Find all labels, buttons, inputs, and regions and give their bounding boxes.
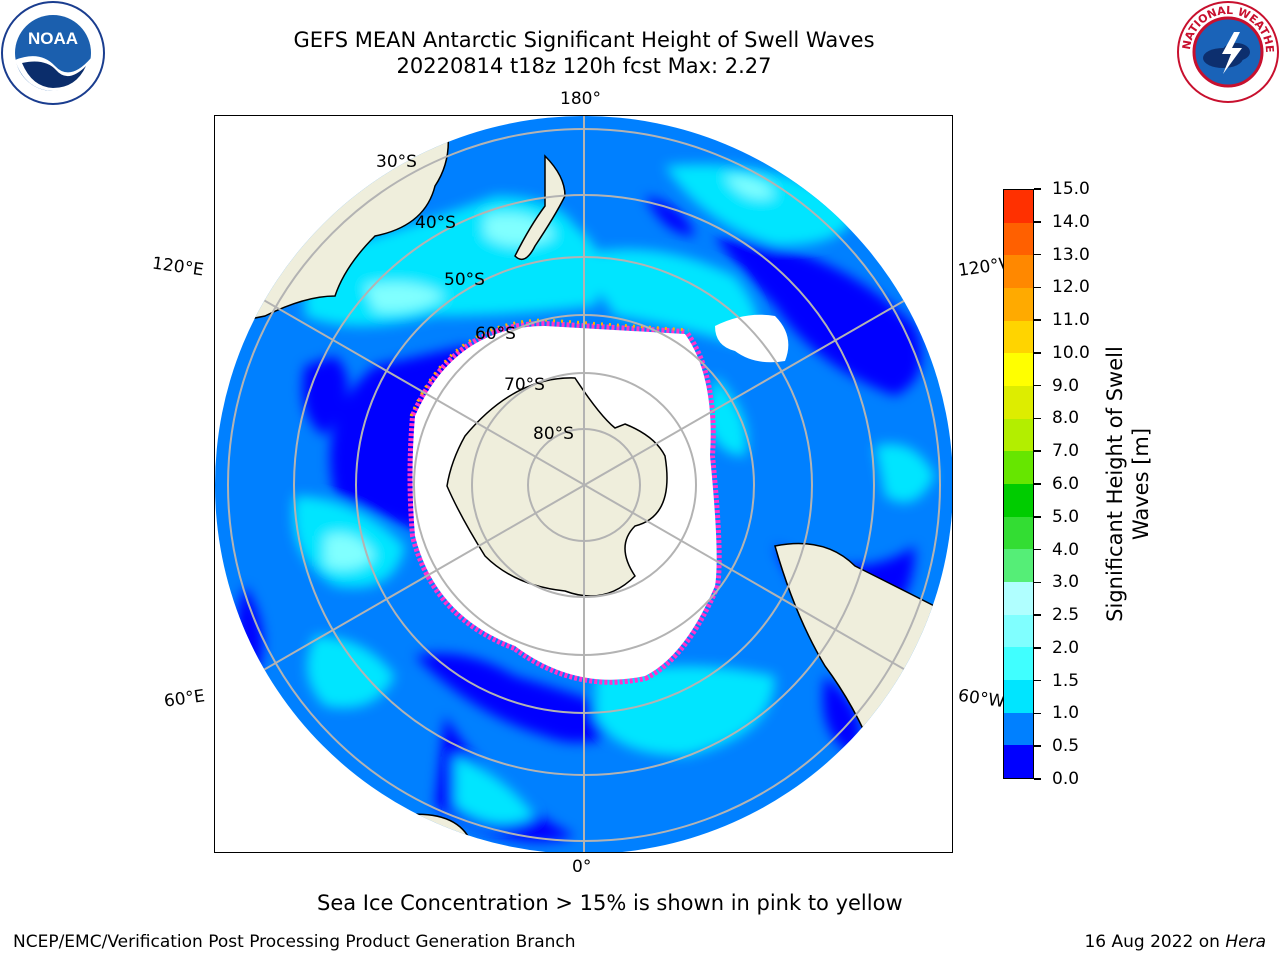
colorbar-tick-label: 2.5 <box>1052 605 1080 626</box>
colorbar-tick <box>1034 679 1041 682</box>
colorbar-tick-label: 8.0 <box>1052 408 1080 429</box>
lat-label-50s: 50°S <box>444 270 485 290</box>
colorbar-tick-label: 1.5 <box>1052 670 1080 691</box>
graticule <box>215 116 952 852</box>
colorbar-tick <box>1034 614 1041 616</box>
cyan-area <box>875 444 935 503</box>
colorbar-tick <box>1034 352 1041 354</box>
colorbar-tick-label: 0.5 <box>1052 736 1080 757</box>
lat-label-60s: 60°S <box>475 324 516 344</box>
lon-label-120e: 120°E <box>150 253 205 281</box>
lon-label-0: 0° <box>572 857 592 877</box>
colorbar-tick-label: 14.0 <box>1052 211 1090 232</box>
colorbar-tick-label: 7.0 <box>1052 441 1080 462</box>
colorbar-tick <box>1034 516 1041 518</box>
colorbar-segment <box>1004 255 1033 288</box>
lat-label-70s: 70°S <box>504 375 545 395</box>
colorbar-tick <box>1034 450 1041 452</box>
colorbar-tick <box>1034 548 1041 551</box>
footer-date-text: 16 Aug 2022 on <box>1084 932 1226 952</box>
colorbar-tick <box>1034 221 1041 223</box>
colorbar-tick-label: 10.0 <box>1052 342 1090 363</box>
colorbar-tick-label: 6.0 <box>1052 474 1080 494</box>
lat-label-40s: 40°S <box>415 213 456 233</box>
colorbar-tick-label: 12.0 <box>1052 277 1090 298</box>
lon-label-60w: 60°W <box>956 685 1007 713</box>
colorbar-segment <box>1004 581 1033 615</box>
colorbar-tick <box>1034 384 1041 387</box>
colorbar-segment <box>1004 287 1033 321</box>
colorbar <box>1003 189 1034 779</box>
swell-height-map <box>215 116 952 852</box>
colorbar-tick <box>1034 188 1041 190</box>
chart-title: GEFS MEAN Antarctic Significant Height o… <box>293 28 875 52</box>
colorbar-tick <box>1034 253 1041 256</box>
colorbar-tick <box>1034 483 1041 485</box>
lat-label-30s: 30°S <box>376 152 417 172</box>
deep-area <box>715 236 922 396</box>
colorbar-tick-label: 5.0 <box>1052 506 1080 527</box>
colorbar-tick <box>1034 319 1041 321</box>
colorbar-tick <box>1034 417 1041 420</box>
colorbar-segment <box>1004 222 1033 256</box>
colorbar-tick <box>1034 712 1041 715</box>
chart-subtitle: 20220814 t18z 120h fcst Max: 2.27 <box>396 54 772 78</box>
sea-ice-edge <box>409 318 690 417</box>
colorbar-tick <box>1034 745 1041 747</box>
lat-label-80s: 80°S <box>533 424 574 444</box>
nws-logo: NATIONAL WEATHER SERVICE <box>1172 0 1280 104</box>
polar-map <box>214 115 953 853</box>
colorbar-tick <box>1034 647 1041 649</box>
colorbar-tick <box>1034 581 1041 584</box>
colorbar-tick <box>1034 286 1041 289</box>
colorbar-segment <box>1004 385 1033 419</box>
footer-host: Hera <box>1225 932 1266 952</box>
colorbar-segment <box>1004 451 1033 484</box>
colorbar-tick-label: 3.0 <box>1052 572 1080 593</box>
colorbar-segment <box>1004 516 1033 550</box>
colorbar-segment <box>1004 712 1033 746</box>
colorbar-tick-label: 0.0 <box>1052 769 1080 789</box>
noaa-logo: NOAA <box>0 0 106 106</box>
colorbar-segment <box>1004 483 1033 517</box>
colorbar-tick-label: 15.0 <box>1052 179 1090 199</box>
light-area <box>365 282 445 312</box>
antarctica <box>446 377 668 597</box>
deep-area <box>823 676 861 756</box>
colorbar-segment <box>1004 189 1033 223</box>
cyan-area <box>575 249 758 346</box>
colorbar-tick-label: 9.0 <box>1052 375 1080 396</box>
deep-area <box>415 653 635 743</box>
noaa-logo-text: NOAA <box>28 29 78 48</box>
sea-ice-note: Sea Ice Concentration > 15% is shown in … <box>317 891 903 915</box>
lon-label-180: 180° <box>560 89 601 109</box>
colorbar-segment <box>1004 614 1033 648</box>
deep-area <box>302 356 348 436</box>
colorbar-tick-label: 13.0 <box>1052 244 1090 265</box>
colorbar-tick <box>1034 778 1041 780</box>
colorbar-segment <box>1004 353 1033 386</box>
colorbar-tick-label: 1.0 <box>1052 703 1080 724</box>
colorbar-segment <box>1004 418 1033 452</box>
footer-branch: NCEP/EMC/Verification Post Processing Pr… <box>13 932 576 952</box>
colorbar-segment <box>1004 745 1033 778</box>
cyan-area <box>595 666 775 756</box>
colorbar-tick-label: 4.0 <box>1052 539 1080 560</box>
cyan-area <box>455 756 535 824</box>
new-zealand <box>514 154 566 261</box>
colorbar-tick-label: 2.0 <box>1052 637 1080 658</box>
colorbar-segment <box>1004 647 1033 680</box>
light-area <box>725 176 775 199</box>
colorbar-tick-label: 11.0 <box>1052 310 1090 331</box>
deep-area <box>645 196 695 236</box>
lon-label-60e: 60°E <box>162 686 207 712</box>
ice-patch <box>715 314 789 363</box>
cyan-area <box>307 636 395 708</box>
colorbar-segment <box>1004 549 1033 582</box>
colorbar-segment <box>1004 679 1033 713</box>
footer-date: 16 Aug 2022 on Hera <box>1084 932 1266 952</box>
colorbar-label: Significant Height of Swell Waves [m] <box>1103 346 1153 622</box>
colorbar-segment <box>1004 320 1033 354</box>
